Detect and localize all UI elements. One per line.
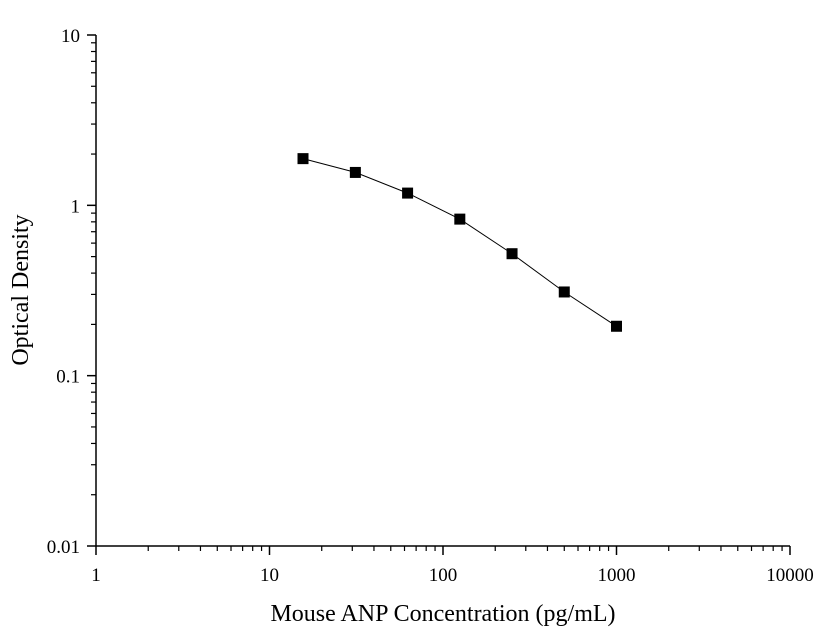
y-tick-label: 0.1	[56, 367, 80, 388]
data-point-marker	[349, 166, 361, 178]
data-point-marker	[558, 286, 570, 298]
series-lines	[302, 158, 617, 327]
series-points	[297, 153, 622, 332]
y-tick-label: 10	[61, 26, 80, 47]
x-tick-label: 100	[429, 565, 458, 586]
x-tick-label: 10000	[766, 565, 814, 586]
x-tick-label: 1000	[598, 565, 636, 586]
data-point-marker	[611, 320, 622, 332]
series-line	[302, 158, 617, 327]
data-point-marker	[506, 248, 518, 260]
x-tick-label: 1	[91, 565, 101, 586]
x-tick-label: 10	[260, 565, 279, 586]
x-axis-title: Mouse ANP Concentration (pg/mL)	[270, 601, 615, 627]
y-tick-label: 1	[71, 196, 81, 217]
data-point-marker	[297, 153, 309, 165]
y-tick-label: 0.01	[47, 537, 80, 558]
major-ticks	[87, 34, 791, 555]
y-tick-labels: 0.01 0.1 1 10	[47, 26, 80, 558]
data-point-marker	[402, 187, 414, 199]
data-point-marker	[454, 213, 466, 225]
minor-ticks	[91, 42, 783, 551]
x-tick-labels: 1 10 100 1000 10000	[91, 565, 814, 586]
y-axis-title: Optical Density	[8, 214, 34, 365]
